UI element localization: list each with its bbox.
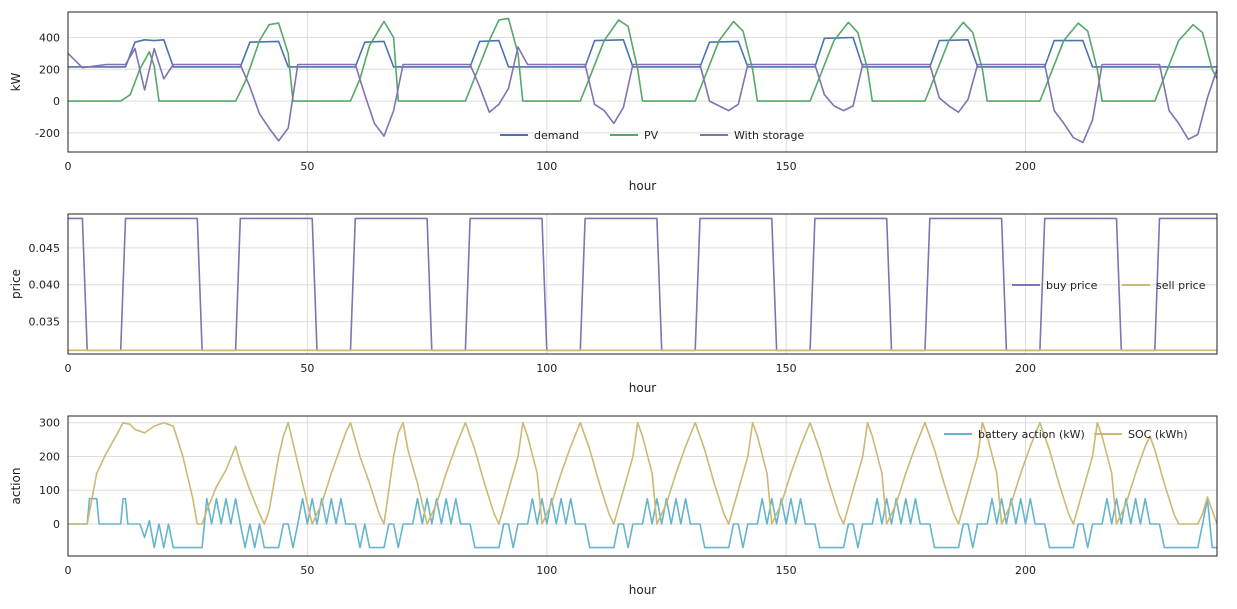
x-tick-label: 0 <box>65 362 72 375</box>
plot-frame <box>67 213 1218 355</box>
y-tick-label: 200 <box>39 63 60 76</box>
legend-label: demand <box>534 129 579 142</box>
y-tick-label: 400 <box>39 31 60 44</box>
y-axis-label: kW <box>9 72 23 91</box>
legend-label: PV <box>644 129 659 142</box>
x-tick-label: 100 <box>536 362 557 375</box>
x-axis-label: hour <box>629 179 657 193</box>
legend-label: battery action (kW) <box>978 428 1085 441</box>
x-tick-label: 150 <box>776 362 797 375</box>
plot-frame <box>67 415 1218 557</box>
y-axis-label: action <box>9 468 23 505</box>
legend: buy price sell price <box>1012 279 1206 292</box>
x-tick-label: 200 <box>1015 160 1036 173</box>
chart-panel-3: 0 50 100 150 200 0 100 200 300 hour action battery … <box>9 415 1218 597</box>
chart-panel-1: 0 50 100 150 200 -200 0 200 400 hour kW demand PV Wit… <box>9 11 1218 193</box>
x-axis-label: hour <box>629 583 657 597</box>
y-axis-label: price <box>9 269 23 299</box>
y-tick-label: 100 <box>39 484 60 497</box>
y-tick-label: -200 <box>35 127 60 140</box>
x-tick-label: 100 <box>536 564 557 577</box>
series-line-pv <box>68 17 1217 102</box>
y-tick-label: 0.035 <box>29 316 61 329</box>
chart-panel-2: 0 50 100 150 200 0.035 0.040 0.045 hour price buy … <box>9 213 1218 395</box>
x-tick-label: 50 <box>300 362 314 375</box>
series-line-with-storage <box>68 46 1217 144</box>
y-tick-label: 0 <box>53 518 60 531</box>
series-line-demand <box>68 36 1217 68</box>
y-tick-label: 300 <box>39 417 60 430</box>
series-line-soc-kwh- <box>68 421 1217 525</box>
y-tick-label: 0.045 <box>29 242 61 255</box>
x-tick-label: 150 <box>776 564 797 577</box>
series-line-battery-action-kw- <box>68 497 1217 549</box>
x-axis-label: hour <box>629 381 657 395</box>
plot-frame <box>67 11 1218 153</box>
legend-label: buy price <box>1046 279 1098 292</box>
legend: battery action (kW) SOC (kWh) <box>944 428 1188 441</box>
legend-label: SOC (kWh) <box>1128 428 1188 441</box>
y-tick-label: 0.040 <box>29 279 61 292</box>
y-tick-label: 200 <box>39 450 60 463</box>
x-tick-label: 100 <box>536 160 557 173</box>
legend: demand PV With storage <box>500 129 804 142</box>
legend-label: With storage <box>734 129 804 142</box>
x-tick-label: 0 <box>65 160 72 173</box>
x-tick-label: 200 <box>1015 362 1036 375</box>
x-tick-label: 200 <box>1015 564 1036 577</box>
x-tick-label: 50 <box>300 160 314 173</box>
x-tick-label: 150 <box>776 160 797 173</box>
x-tick-label: 0 <box>65 564 72 577</box>
x-tick-label: 50 <box>300 564 314 577</box>
legend-label: sell price <box>1156 279 1206 292</box>
y-tick-label: 0 <box>53 95 60 108</box>
